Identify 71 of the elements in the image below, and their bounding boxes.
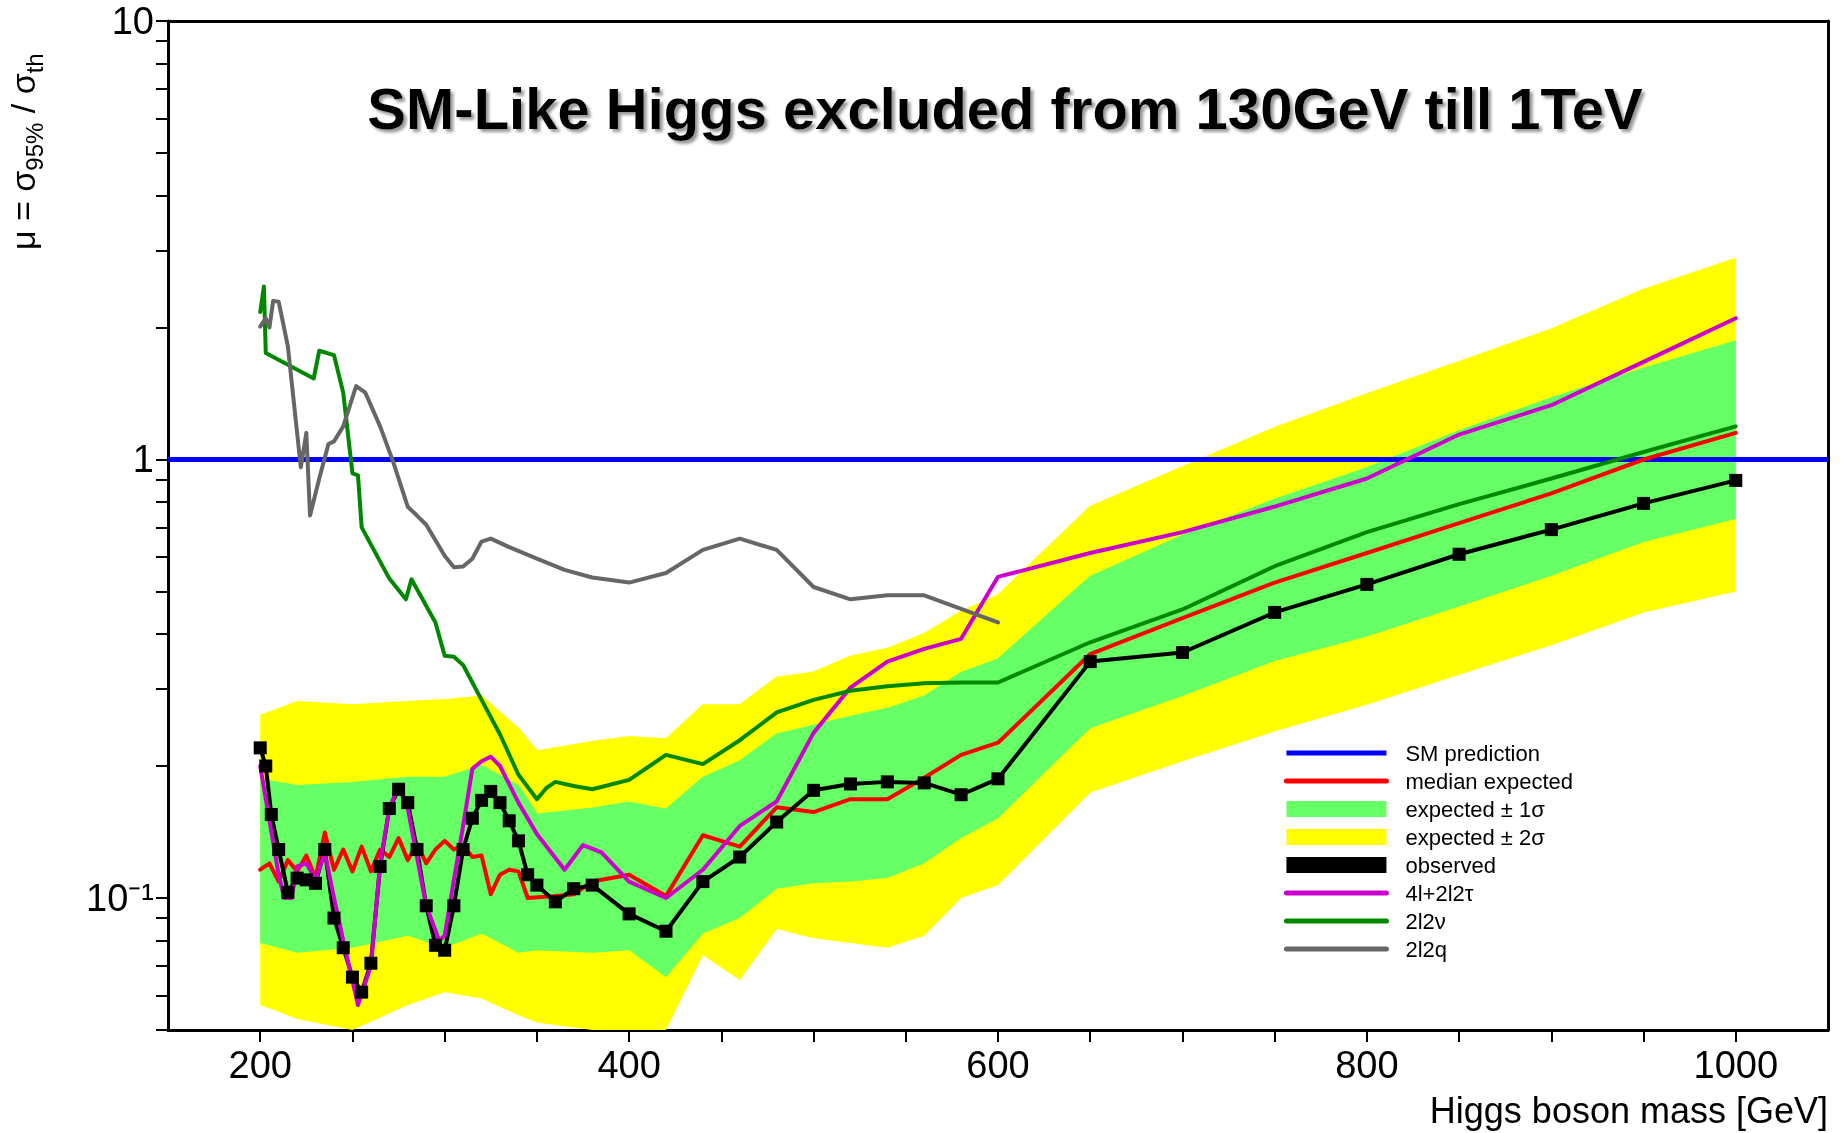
point <box>502 814 516 828</box>
point <box>419 899 433 913</box>
point <box>392 782 406 796</box>
point <box>1175 645 1189 659</box>
point <box>272 843 286 857</box>
point <box>585 878 599 892</box>
x-tick-label: 400 <box>597 1044 661 1086</box>
point <box>880 775 894 789</box>
point <box>447 899 461 913</box>
point <box>410 843 424 857</box>
point <box>264 808 278 822</box>
point <box>917 776 931 790</box>
point <box>511 834 525 848</box>
point <box>336 941 350 955</box>
point <box>281 885 295 899</box>
legend-label: expected ± 1σ <box>1405 796 1546 822</box>
point <box>733 850 747 864</box>
point <box>659 924 673 938</box>
point <box>1360 577 1374 591</box>
point <box>696 875 710 889</box>
legend-label: observed <box>1405 852 1496 878</box>
point <box>484 784 498 798</box>
point <box>456 843 470 857</box>
point <box>622 907 636 921</box>
x-axis-title: Higgs boson mass [GeV] <box>1429 1089 1828 1131</box>
point <box>373 859 387 873</box>
point <box>567 882 581 896</box>
point <box>1268 605 1282 619</box>
point <box>1452 547 1466 561</box>
point <box>1544 523 1558 537</box>
point <box>548 895 562 909</box>
line-series <box>258 284 1738 802</box>
point <box>954 788 968 802</box>
point <box>309 876 323 890</box>
legend-label: 2l2ν <box>1405 908 1446 934</box>
point <box>382 801 396 815</box>
point <box>843 777 857 791</box>
text: SM-Like Higgs excluded from 130GeV till 1TeV <box>367 75 1643 141</box>
y-tick-label: 10 <box>111 0 154 42</box>
point <box>345 970 359 984</box>
legend-label: 4l+2l2τ <box>1405 880 1474 906</box>
point <box>253 741 267 755</box>
y-tick-label: 10⁻¹ <box>86 877 154 919</box>
point <box>991 772 1005 786</box>
point <box>401 796 415 810</box>
point <box>355 985 369 999</box>
x-tick-label: 600 <box>966 1044 1030 1086</box>
point <box>475 793 489 807</box>
point <box>807 783 821 797</box>
point <box>438 943 452 957</box>
point <box>327 911 341 925</box>
point <box>364 956 378 970</box>
x-tick-label: 1000 <box>1693 1044 1779 1086</box>
point <box>1729 473 1743 487</box>
legend-label: median expected <box>1405 768 1574 794</box>
point <box>465 811 479 825</box>
point <box>530 878 544 892</box>
point <box>1083 655 1097 669</box>
point <box>318 843 332 857</box>
x-tick-label: 200 <box>228 1044 292 1086</box>
legend-label: expected ± 2σ <box>1405 824 1546 850</box>
point <box>259 759 273 773</box>
legend-label: 2l2q <box>1405 936 1448 962</box>
line-series <box>258 298 1000 625</box>
point <box>1637 496 1651 510</box>
x-tick-label: 800 <box>1335 1044 1399 1086</box>
point <box>770 815 784 829</box>
legend-label: SM prediction <box>1405 740 1540 766</box>
point <box>493 796 507 810</box>
y-tick-label: 1 <box>132 438 154 481</box>
point <box>521 868 535 882</box>
